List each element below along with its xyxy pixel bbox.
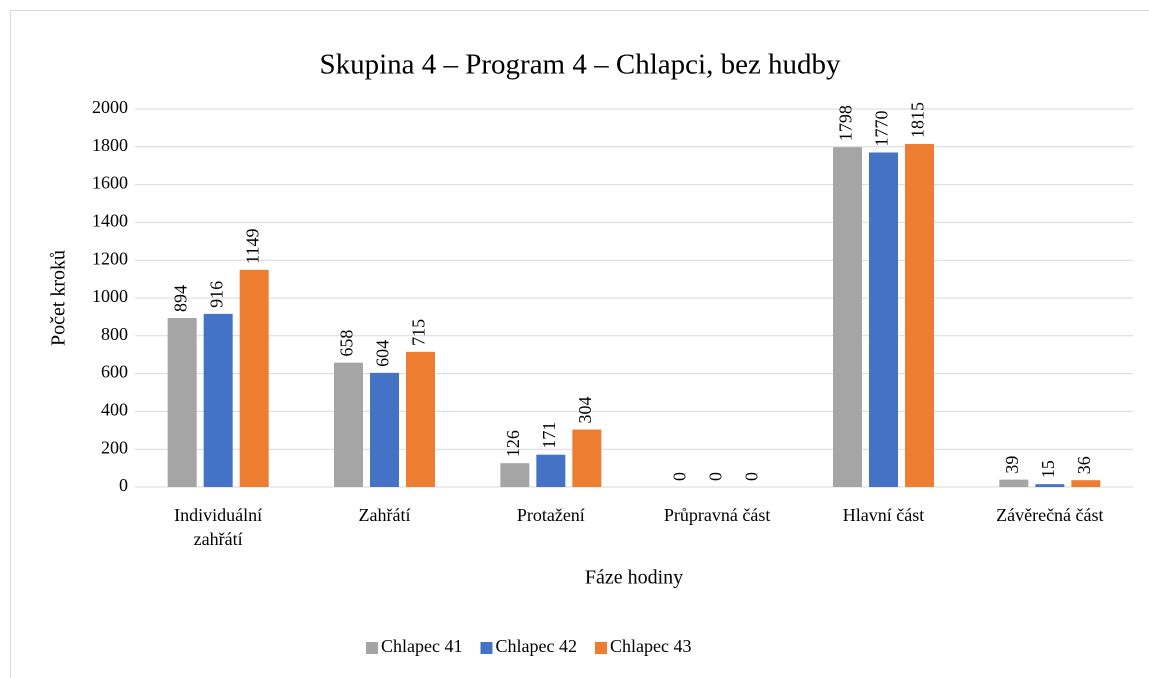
y-tick-label: 1200: [92, 248, 128, 268]
bar: [203, 313, 233, 487]
data-label: 0: [741, 472, 761, 481]
y-tick-label: 800: [101, 324, 128, 344]
chart-title: Skupina 4 – Program 4 – Chlapci, bez hud…: [319, 49, 841, 81]
y-tick-label: 2000: [92, 97, 128, 117]
bar: [536, 454, 566, 487]
y-axis-label: Počet kroků: [48, 250, 70, 346]
x-tick-label: Zahřátí: [359, 505, 411, 525]
legend-label: Chlapec 41: [381, 636, 462, 656]
bar: [500, 463, 530, 487]
y-tick-label: 400: [101, 400, 128, 420]
y-tick-label: 0: [119, 475, 128, 495]
legend-label: Chlapec 42: [495, 636, 576, 656]
x-axis-label: Fáze hodiny: [585, 567, 683, 589]
bar: [833, 147, 862, 488]
data-label: 15: [1038, 460, 1058, 478]
bar: [167, 318, 197, 487]
data-label: 658: [337, 330, 357, 357]
data-label: 1815: [908, 102, 928, 138]
data-label: 1770: [872, 110, 892, 146]
y-tick-label: 1600: [92, 173, 128, 193]
bar: [334, 362, 363, 487]
data-label: 1149: [242, 228, 262, 263]
y-tick-label: 1400: [92, 211, 128, 231]
bar: [1035, 484, 1065, 487]
bar: [905, 143, 934, 487]
data-label: 916: [206, 281, 226, 308]
data-label: 604: [373, 340, 393, 367]
x-tick-label: Individuální zahřátí: [174, 505, 262, 549]
data-label: 0: [669, 472, 689, 481]
y-tick-label: 1800: [92, 135, 128, 155]
legend-label: Chlapec 43: [610, 636, 691, 656]
x-tick-label: Protažení: [517, 505, 585, 525]
x-tick-label: Hlavní část: [843, 505, 924, 525]
data-label: 36: [1074, 456, 1094, 474]
data-label: 171: [539, 422, 559, 449]
data-label: 304: [575, 397, 595, 424]
bar: [572, 429, 602, 487]
x-tick-label: Závěrečná část: [996, 505, 1103, 525]
bar: [239, 269, 269, 487]
data-label: 126: [503, 430, 523, 457]
bar: [406, 351, 435, 487]
bar: [370, 372, 399, 487]
data-label: 894: [170, 285, 190, 312]
y-tick-label: 200: [101, 437, 128, 457]
y-tick-label: 1000: [92, 286, 128, 306]
legend-swatch: [366, 642, 378, 654]
legend-swatch: [480, 642, 493, 654]
data-label: 715: [409, 319, 429, 346]
y-tick-label: 600: [101, 362, 128, 382]
chart-frame: [10, 10, 1149, 678]
bar: [1071, 480, 1101, 487]
data-label: 0: [705, 472, 725, 481]
data-label: 39: [1002, 456, 1022, 474]
bar: [869, 152, 898, 487]
x-tick-label: Průpravná část: [664, 505, 770, 525]
legend-swatch: [594, 642, 607, 654]
bar: [999, 479, 1029, 487]
data-label: 1798: [836, 105, 856, 141]
